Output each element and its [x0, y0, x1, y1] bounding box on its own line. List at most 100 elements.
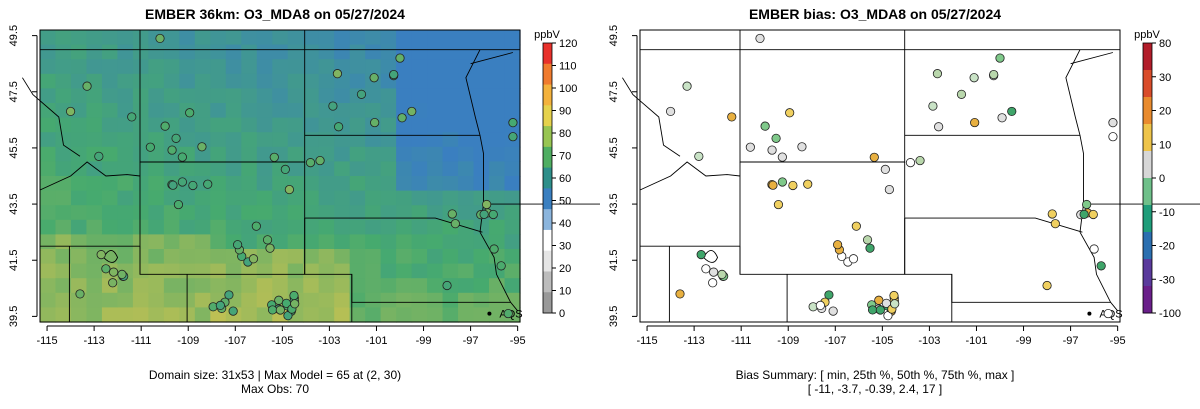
left-grid-cell [504, 205, 521, 221]
left-grid-cell [489, 307, 506, 323]
left-grid-cell [55, 132, 72, 148]
left-colorbar-segment [543, 126, 552, 148]
bias-map-title: EMBER bias: O3_MDA8 on 05/27/2024 [748, 6, 1002, 22]
left-colorbar-segment [543, 209, 552, 231]
left-grid-cell [55, 190, 72, 206]
left-grid-cell [132, 59, 149, 75]
left-grid-cell [504, 88, 521, 104]
left-grid-cell [287, 44, 304, 60]
left-grid-cell [427, 249, 444, 265]
left-grid-cell [117, 278, 134, 294]
left-grid-cell [287, 278, 304, 294]
left-grid-cell [210, 132, 227, 148]
left-grid-cell [287, 88, 304, 104]
bias-station-marker [709, 267, 719, 277]
left-border-line [479, 231, 518, 312]
left-grid-cell [303, 103, 320, 119]
left-grid-cell [442, 117, 459, 133]
left-grid-cell [194, 234, 211, 250]
left-grid-cell [303, 59, 320, 75]
left-grid-cell [86, 44, 103, 60]
left-grid-cell [86, 132, 103, 148]
left-grid-cell [427, 278, 444, 294]
left-grid-cell [256, 249, 273, 265]
left-grid-cell [396, 146, 413, 162]
bias-station-marker [1088, 209, 1098, 220]
left-grid-cell [458, 132, 475, 148]
left-grid-cell [287, 117, 304, 133]
observation-station-marker [503, 308, 513, 319]
left-grid-cell [489, 88, 506, 104]
observation-station-marker [269, 152, 279, 162]
left-grid-cell [334, 249, 351, 265]
left-grid-cell [318, 190, 335, 206]
left-grid-cell [225, 146, 242, 162]
left-grid-cell [55, 73, 72, 89]
observation-station-marker [173, 199, 184, 210]
observation-station-marker [262, 235, 273, 245]
left-grid-cell [256, 263, 273, 279]
observation-station-marker [96, 250, 106, 260]
observation-station-marker [328, 101, 338, 111]
left-grid-cell [70, 117, 88, 133]
bias-map-svg: -115 -113 -111 -109 -107 -105 -103 -101 -99 -97 -9… [608, 25, 1200, 347]
left-grid-cell [194, 205, 211, 221]
left-grid-cell [210, 176, 227, 192]
left-grid-cell [380, 292, 397, 308]
left-grid-cell [442, 292, 459, 308]
left-grid-cell [489, 117, 506, 133]
left-grid-cell [349, 161, 366, 177]
left-grid-cell [163, 205, 180, 221]
left-grid-cell [132, 117, 149, 133]
left-grid-cell [163, 278, 180, 294]
left-y-tick-label: 47.5 [8, 81, 20, 102]
left-grid-cell [132, 205, 149, 221]
bias-map-panel: EMBER bias: O3_MDA8 on 05/27/2024 -115 -1… [600, 0, 1200, 409]
left-grid-cell [148, 190, 165, 206]
left-grid-cell [427, 307, 444, 323]
left-grid-cell [303, 176, 320, 192]
left-grid-cell [318, 263, 335, 279]
left-grid-cell [458, 30, 475, 46]
left-grid-cell [318, 292, 335, 308]
left-grid-cell [86, 292, 103, 308]
left-grid-cell [241, 205, 258, 221]
right-colorbar-segment [1143, 259, 1152, 287]
left-x-tick-label: -115 [36, 335, 57, 347]
left-grid-cell [210, 219, 227, 235]
bias-station-marker [848, 254, 859, 264]
left-grid-cell [303, 249, 320, 265]
left-grid-cell [148, 59, 165, 75]
left-grid-cell [473, 30, 490, 46]
observation-station-marker [315, 155, 325, 166]
left-grid-cell [40, 73, 57, 89]
left-grid-cell [349, 146, 366, 162]
right-border-line [1065, 49, 1084, 233]
left-grid-cell [101, 234, 119, 250]
left-grid-cell [55, 30, 72, 46]
left-station-layer [65, 33, 518, 321]
right-border-line [904, 217, 1083, 233]
right-colorbar-segment [1143, 43, 1152, 71]
bias-station-marker [815, 300, 825, 311]
left-grid-cell [210, 263, 227, 279]
left-colorbar-segment [543, 271, 552, 293]
observation-station-marker [82, 81, 92, 91]
left-grid-cell [303, 44, 320, 60]
left-grid-cell [380, 249, 397, 265]
left-grid-cell [349, 30, 366, 46]
left-grid-cell [287, 103, 304, 119]
left-grid-cell [40, 278, 57, 294]
bias-station-marker [956, 89, 967, 99]
left-grid-cell [148, 292, 165, 308]
left-grid-cell [132, 103, 149, 119]
left-grid-cell [256, 205, 273, 221]
left-grid-cell [210, 59, 227, 75]
left-grid-cell [101, 219, 119, 235]
left-grid-cell [442, 73, 459, 89]
bias-station-marker [773, 199, 784, 210]
left-grid-cell [442, 132, 459, 148]
left-grid-cell [148, 88, 165, 104]
left-grid-cell [86, 88, 103, 104]
left-grid-cell [210, 103, 227, 119]
